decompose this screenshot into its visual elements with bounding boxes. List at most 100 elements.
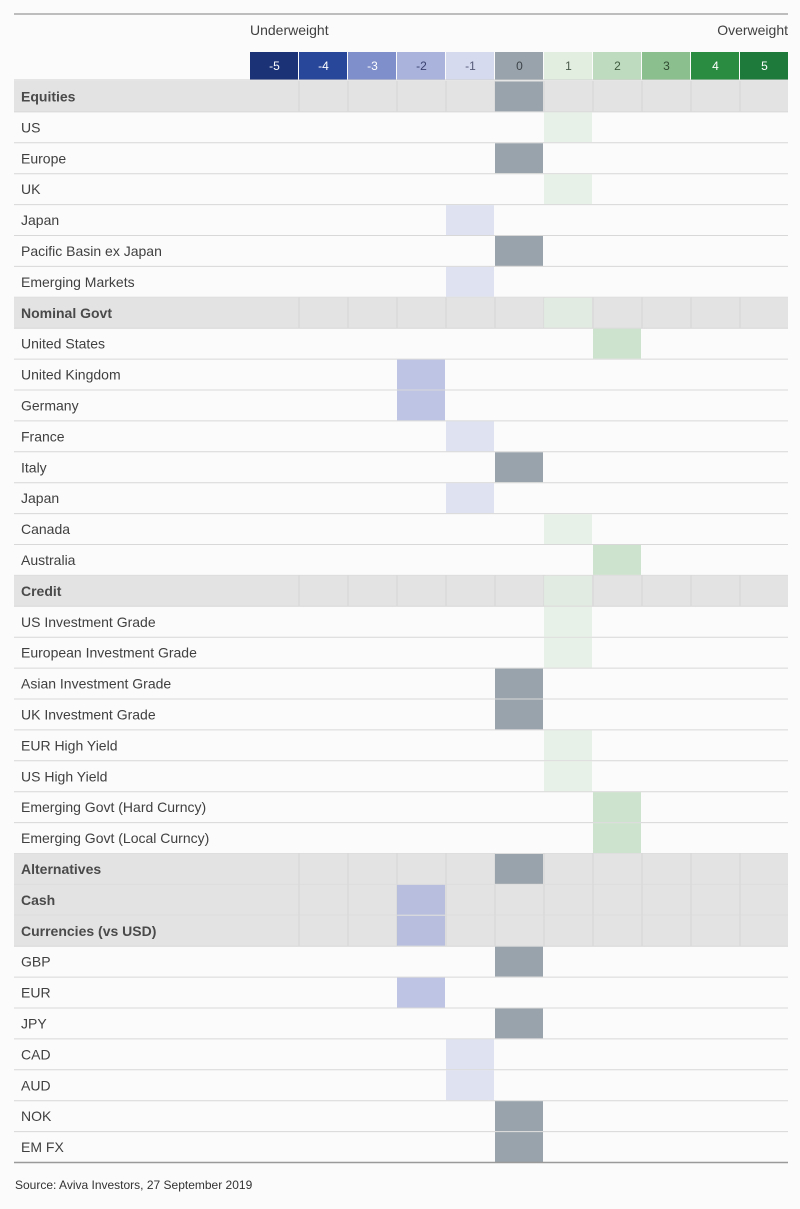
scale-cell xyxy=(250,52,298,80)
row-label: US Investment Grade xyxy=(21,614,156,630)
position-marker xyxy=(593,823,641,853)
row-label: Japan xyxy=(21,212,59,228)
row-label: Canada xyxy=(21,521,70,537)
position-marker xyxy=(593,792,641,823)
scale-cell xyxy=(544,52,592,80)
row-label: NOK xyxy=(21,1108,52,1124)
category-row-bg xyxy=(14,575,788,607)
row-label: Germany xyxy=(21,397,79,413)
scale-cell xyxy=(495,52,543,80)
position-marker xyxy=(446,266,494,297)
row-label: Asian Investment Grade xyxy=(21,676,171,692)
position-marker xyxy=(544,297,592,328)
overweight-label: Overweight xyxy=(717,22,788,38)
position-marker xyxy=(446,205,494,235)
position-marker xyxy=(446,483,494,514)
category-label: Cash xyxy=(21,892,55,908)
position-marker xyxy=(544,174,592,205)
row-label: EUR High Yield xyxy=(21,737,118,753)
row-label: Australia xyxy=(21,552,76,568)
position-marker xyxy=(446,1039,494,1070)
position-marker xyxy=(397,915,445,946)
position-marker xyxy=(495,946,543,977)
position-marker xyxy=(495,1008,543,1039)
row-label: EM FX xyxy=(21,1139,64,1155)
scale-label: 3 xyxy=(663,59,670,73)
position-marker xyxy=(593,545,641,575)
category-row-bg xyxy=(14,81,788,112)
row-label: UK Investment Grade xyxy=(21,706,156,722)
position-marker xyxy=(495,699,543,730)
row-label: Italy xyxy=(21,459,47,475)
scale-label: -1 xyxy=(465,59,476,73)
row-label: UK xyxy=(21,181,41,197)
position-marker xyxy=(544,112,592,143)
row-label: US High Yield xyxy=(21,768,107,784)
scale-label: 2 xyxy=(614,59,621,73)
scale-cell xyxy=(348,52,396,80)
position-marker xyxy=(397,884,445,915)
scale-cell xyxy=(691,52,739,80)
row-label: CAD xyxy=(21,1046,51,1062)
source-note: Source: Aviva Investors, 27 September 20… xyxy=(15,1178,253,1192)
position-marker xyxy=(544,761,592,792)
category-label: Credit xyxy=(21,583,62,599)
row-label: Emerging Govt (Local Curncy) xyxy=(21,830,209,846)
category-row-bg xyxy=(14,297,788,329)
row-label: JPY xyxy=(21,1015,47,1031)
scale-label: -4 xyxy=(318,59,329,73)
row-label: France xyxy=(21,428,65,444)
row-label: GBP xyxy=(21,954,51,970)
category-row-bg xyxy=(14,853,788,885)
position-marker xyxy=(544,606,592,637)
scale-label: 5 xyxy=(761,59,768,73)
scale-label: -3 xyxy=(367,59,378,73)
row-label: Japan xyxy=(21,490,59,506)
scale-label: -2 xyxy=(416,59,427,73)
position-marker xyxy=(397,359,445,390)
row-label: Pacific Basin ex Japan xyxy=(21,243,162,259)
underweight-label: Underweight xyxy=(250,22,329,38)
scale-label: 1 xyxy=(565,59,572,73)
row-label: European Investment Grade xyxy=(21,645,197,661)
row-label: US xyxy=(21,119,40,135)
position-marker xyxy=(397,390,445,421)
row-label: Europe xyxy=(21,150,66,166)
position-marker xyxy=(446,1070,494,1101)
row-label: AUD xyxy=(21,1077,51,1093)
scale-label: 0 xyxy=(516,59,523,73)
position-marker xyxy=(495,143,543,174)
row-label: United States xyxy=(21,336,105,352)
position-marker xyxy=(495,854,543,884)
category-label: Equities xyxy=(21,88,76,104)
position-marker xyxy=(495,1101,543,1132)
position-marker xyxy=(593,328,641,359)
position-marker xyxy=(495,452,543,483)
position-marker xyxy=(397,977,445,1008)
position-marker xyxy=(495,81,543,112)
row-label: Emerging Govt (Hard Curncy) xyxy=(21,799,206,815)
position-marker xyxy=(544,575,592,606)
allocation-chart: Underweight Overweight -5 -4 -3 -2 -1 0 1 2 3 4 5 Equ… xyxy=(14,13,788,1164)
position-marker xyxy=(495,1132,543,1162)
position-marker xyxy=(544,730,592,761)
scale-cell xyxy=(446,52,494,80)
scale-cell xyxy=(299,52,347,80)
scale-cell xyxy=(593,52,641,80)
position-marker xyxy=(544,514,592,544)
position-marker xyxy=(495,236,543,266)
scale-label: 4 xyxy=(712,59,719,73)
position-marker xyxy=(446,421,494,452)
category-label: Nominal Govt xyxy=(21,305,112,321)
category-label: Alternatives xyxy=(21,861,101,877)
row-label: United Kingdom xyxy=(21,367,121,383)
scale-label: -5 xyxy=(269,59,280,73)
position-marker xyxy=(544,637,592,668)
scale-cell xyxy=(740,52,788,80)
scale-cell xyxy=(642,52,690,80)
scale-cell xyxy=(397,52,445,80)
row-label: Emerging Markets xyxy=(21,274,135,290)
position-marker xyxy=(495,668,543,699)
row-label: EUR xyxy=(21,985,51,1001)
category-label: Currencies (vs USD) xyxy=(21,923,156,939)
